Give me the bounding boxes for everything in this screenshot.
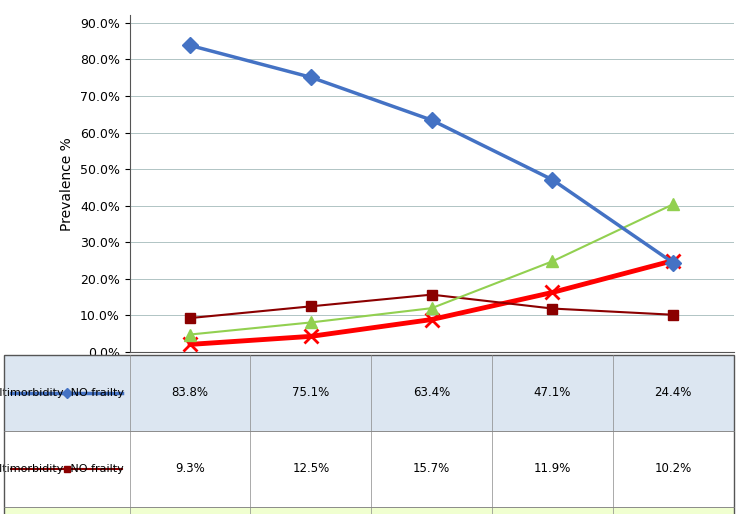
Text: 9.3%: 9.3% <box>175 462 205 475</box>
Text: 63.4%: 63.4% <box>413 386 451 399</box>
Text: 11.9%: 11.9% <box>534 462 571 475</box>
Text: 10.2%: 10.2% <box>654 462 692 475</box>
Text: 83.8%: 83.8% <box>172 386 208 399</box>
Text: NO Multimorbidity  NO frailty: NO Multimorbidity NO frailty <box>0 388 124 398</box>
Text: 12.5%: 12.5% <box>292 462 330 475</box>
Text: YES Multimorbidity  NO frailty: YES Multimorbidity NO frailty <box>0 464 124 474</box>
Text: 15.7%: 15.7% <box>413 462 451 475</box>
Text: 24.4%: 24.4% <box>654 386 692 399</box>
Y-axis label: Prevalence %: Prevalence % <box>61 137 74 231</box>
Text: 47.1%: 47.1% <box>534 386 571 399</box>
Text: 75.1%: 75.1% <box>292 386 330 399</box>
